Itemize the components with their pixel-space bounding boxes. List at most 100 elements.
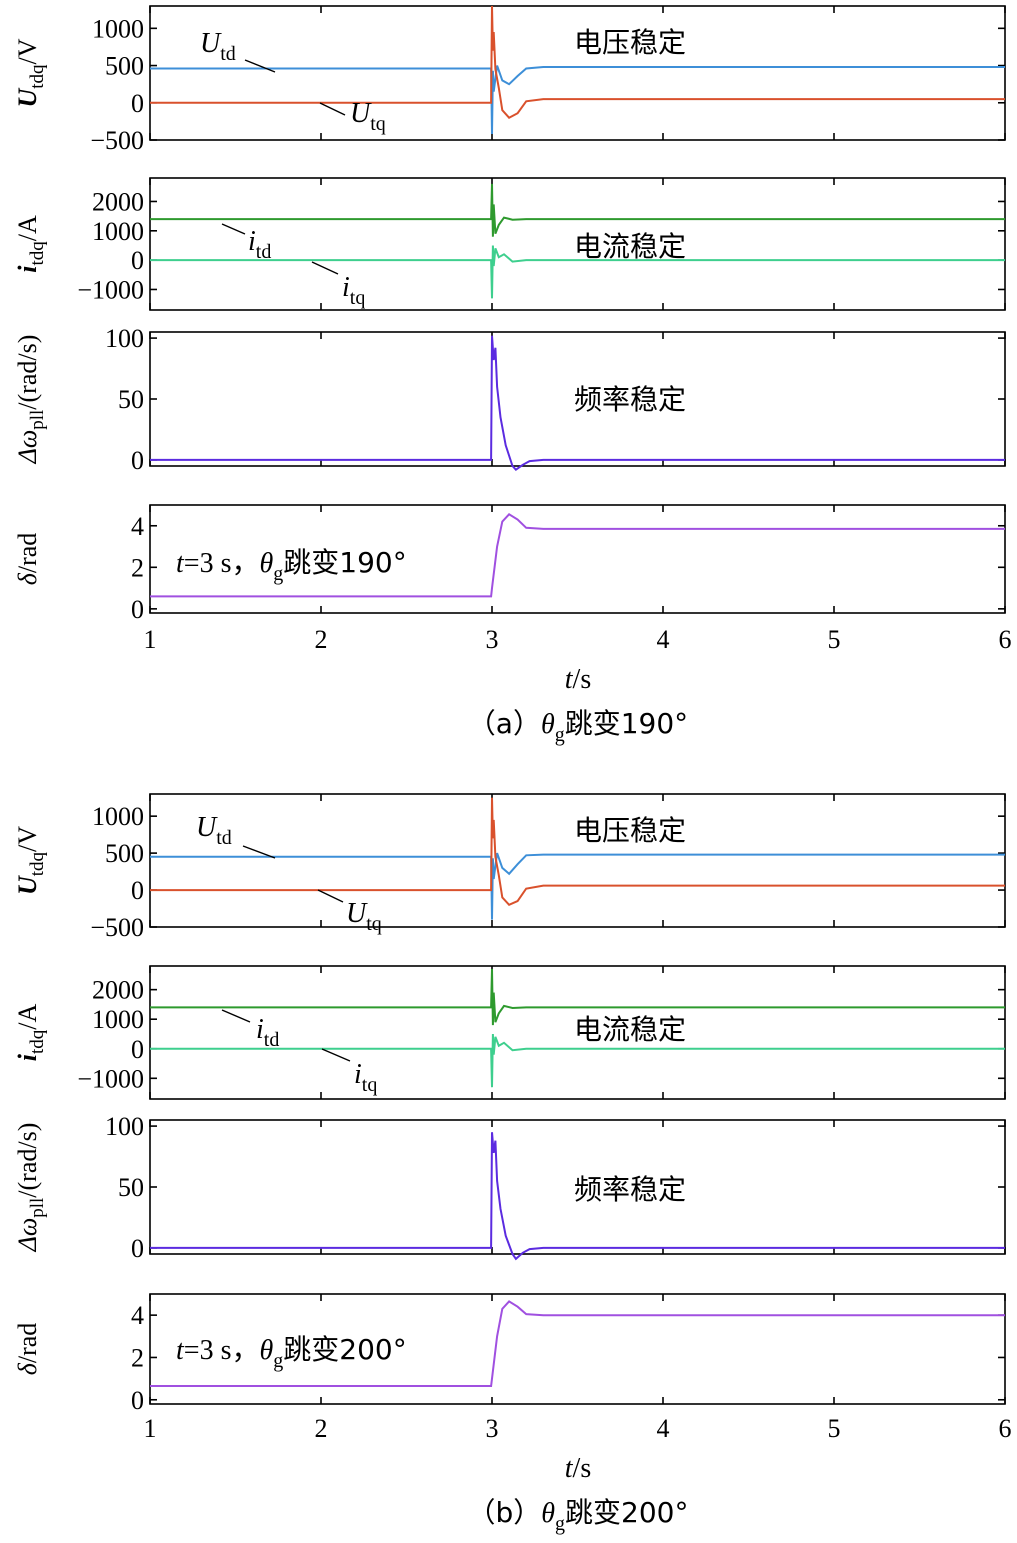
caption-theta: θ bbox=[541, 1498, 555, 1529]
series-line-u-tq bbox=[150, 5, 1005, 119]
y-tick-label: 1000 bbox=[92, 217, 144, 246]
event-annotation-text: 跳变190° bbox=[283, 546, 406, 579]
y-tick-label: 1000 bbox=[92, 802, 144, 831]
y-tick-label: 2000 bbox=[92, 976, 144, 1005]
y-axis-label-unit: /rad bbox=[13, 533, 42, 573]
series-label-symbol: i bbox=[248, 226, 256, 257]
y-axis-label-symbol: Δω bbox=[13, 1218, 42, 1253]
x-tick-label: 2 bbox=[315, 1414, 328, 1443]
y-axis-label-unit: /V bbox=[13, 826, 42, 852]
y-axis-label-symbol: U bbox=[13, 88, 42, 108]
series-label-subscript: tq bbox=[370, 113, 386, 135]
event-annotation: t=3 s，θg跳变200° bbox=[176, 1333, 407, 1372]
caption-prefix: （a） bbox=[468, 707, 541, 740]
x-tick-label: 1 bbox=[144, 625, 157, 654]
y-tick-label: 0 bbox=[131, 876, 144, 905]
y-tick-label: −500 bbox=[90, 913, 144, 942]
subfigure-a: 1 2 3 4 5 6t/st=3 s，θg跳变190°（a）θg跳变190° bbox=[144, 546, 1012, 746]
y-axis-label-unit: /A bbox=[13, 215, 42, 241]
x-axis-label-unit: /s bbox=[573, 1453, 592, 1484]
y-axis-label: δ/rad bbox=[13, 1323, 42, 1376]
x-tick-label: 3 bbox=[486, 1414, 499, 1443]
y-tick-label: 0 bbox=[131, 1386, 144, 1415]
series-label: itd bbox=[256, 1014, 279, 1051]
series-line-u-tq bbox=[150, 797, 1005, 907]
y-axis-label: δ/rad bbox=[13, 533, 42, 586]
stability-status-text: 电压稳定 bbox=[574, 814, 686, 847]
y-tick-label: 0 bbox=[131, 595, 144, 624]
series-label-subscript: td bbox=[220, 43, 236, 65]
y-axis-label-symbol: i bbox=[13, 1053, 42, 1061]
y-axis-label-unit: /A bbox=[13, 1004, 42, 1030]
y-tick-label: 100 bbox=[105, 324, 144, 353]
y-axis-label-symbol: δ bbox=[13, 1362, 42, 1375]
x-axis-label: t/s bbox=[565, 1453, 591, 1484]
x-tick-label: 6 bbox=[999, 1414, 1012, 1443]
y-axis-label: itdq/A bbox=[13, 1004, 48, 1062]
x-tick-label: 5 bbox=[828, 1414, 841, 1443]
y-tick-label: 4 bbox=[131, 1301, 144, 1330]
event-annotation-theta: θ bbox=[259, 1335, 273, 1366]
series-label-symbol: U bbox=[200, 28, 222, 59]
stability-status-text: 电压稳定 bbox=[574, 26, 686, 59]
y-tick-label: −1000 bbox=[77, 275, 144, 304]
y-axis-label-unit: /(rad/s) bbox=[13, 335, 42, 410]
subfigure-caption: （a）θg跳变190° bbox=[468, 707, 688, 746]
y-axis-label: Δωpll/(rad/s) bbox=[13, 1123, 48, 1253]
y-tick-label: −500 bbox=[90, 126, 144, 155]
series-label-subscript: td bbox=[256, 241, 272, 263]
y-axis-label: Utdq/V bbox=[13, 826, 48, 895]
series-label: Utq bbox=[350, 98, 386, 135]
x-tick-label: 5 bbox=[828, 625, 841, 654]
x-axis-label: t/s bbox=[565, 664, 591, 695]
y-axis-label-symbol: Δω bbox=[13, 430, 42, 465]
series-label-leader bbox=[311, 261, 339, 275]
y-tick-label: 1000 bbox=[92, 1005, 144, 1034]
series-label-leader bbox=[317, 889, 344, 903]
series-label: Utq bbox=[346, 898, 382, 935]
y-axis-label-subscript: tdq bbox=[27, 241, 48, 266]
y-axis-label-symbol: U bbox=[13, 875, 42, 895]
y-tick-label: 50 bbox=[118, 1173, 144, 1202]
caption-prefix: （b） bbox=[468, 1496, 542, 1529]
y-axis-label-symbol: δ bbox=[13, 572, 42, 585]
series-line-i-tq bbox=[150, 245, 1005, 299]
y-axis-label-subscript: pll bbox=[27, 1198, 48, 1218]
y-tick-label: 2000 bbox=[92, 187, 144, 216]
x-tick-label: 4 bbox=[657, 1414, 670, 1443]
event-annotation-subscript: g bbox=[273, 563, 283, 585]
series-label-leader bbox=[221, 223, 246, 235]
series-line-delta bbox=[150, 513, 1005, 598]
y-tick-label: 0 bbox=[131, 1035, 144, 1064]
series-line-i-td bbox=[150, 183, 1005, 237]
series-line-frequency bbox=[150, 1132, 1005, 1261]
plot-frame bbox=[149, 504, 1006, 614]
plot-frame bbox=[149, 965, 1006, 1100]
event-annotation-subscript: g bbox=[273, 1350, 283, 1372]
y-tick-label: 0 bbox=[131, 446, 144, 475]
series-label-leader bbox=[221, 1009, 251, 1023]
y-axis-label-subscript: tdq bbox=[27, 64, 48, 89]
y-axis-label-unit: /(rad/s) bbox=[13, 1123, 42, 1198]
series-label: Utd bbox=[200, 28, 236, 65]
y-tick-label: 500 bbox=[105, 52, 144, 81]
y-axis-label-subscript: tdq bbox=[27, 1029, 48, 1054]
series-label-subscript: tq bbox=[350, 287, 366, 309]
caption-subscript: g bbox=[555, 724, 565, 746]
series-label: itq bbox=[354, 1059, 377, 1096]
x-tick-label: 4 bbox=[657, 625, 670, 654]
series-line-i-td bbox=[150, 968, 1005, 1026]
y-tick-label: 2 bbox=[131, 553, 144, 582]
series-line-delta bbox=[150, 1300, 1005, 1387]
series-label-leader bbox=[244, 59, 276, 73]
caption-theta: θ bbox=[541, 709, 555, 740]
panel-a-delta: 0 2 4 δ/rad bbox=[13, 504, 1006, 624]
x-tick-label: 2 bbox=[315, 625, 328, 654]
caption-subscript: g bbox=[555, 1513, 565, 1535]
series-label-symbol: U bbox=[196, 812, 218, 843]
series-label-symbol: i bbox=[256, 1014, 264, 1045]
y-tick-label: 1000 bbox=[92, 14, 144, 43]
panel-a-frequency: 0 50 100 Δωpll/(rad/s) 频率稳定 bbox=[13, 324, 1006, 475]
y-tick-label: 4 bbox=[131, 512, 144, 541]
series-label-symbol: i bbox=[342, 272, 350, 303]
